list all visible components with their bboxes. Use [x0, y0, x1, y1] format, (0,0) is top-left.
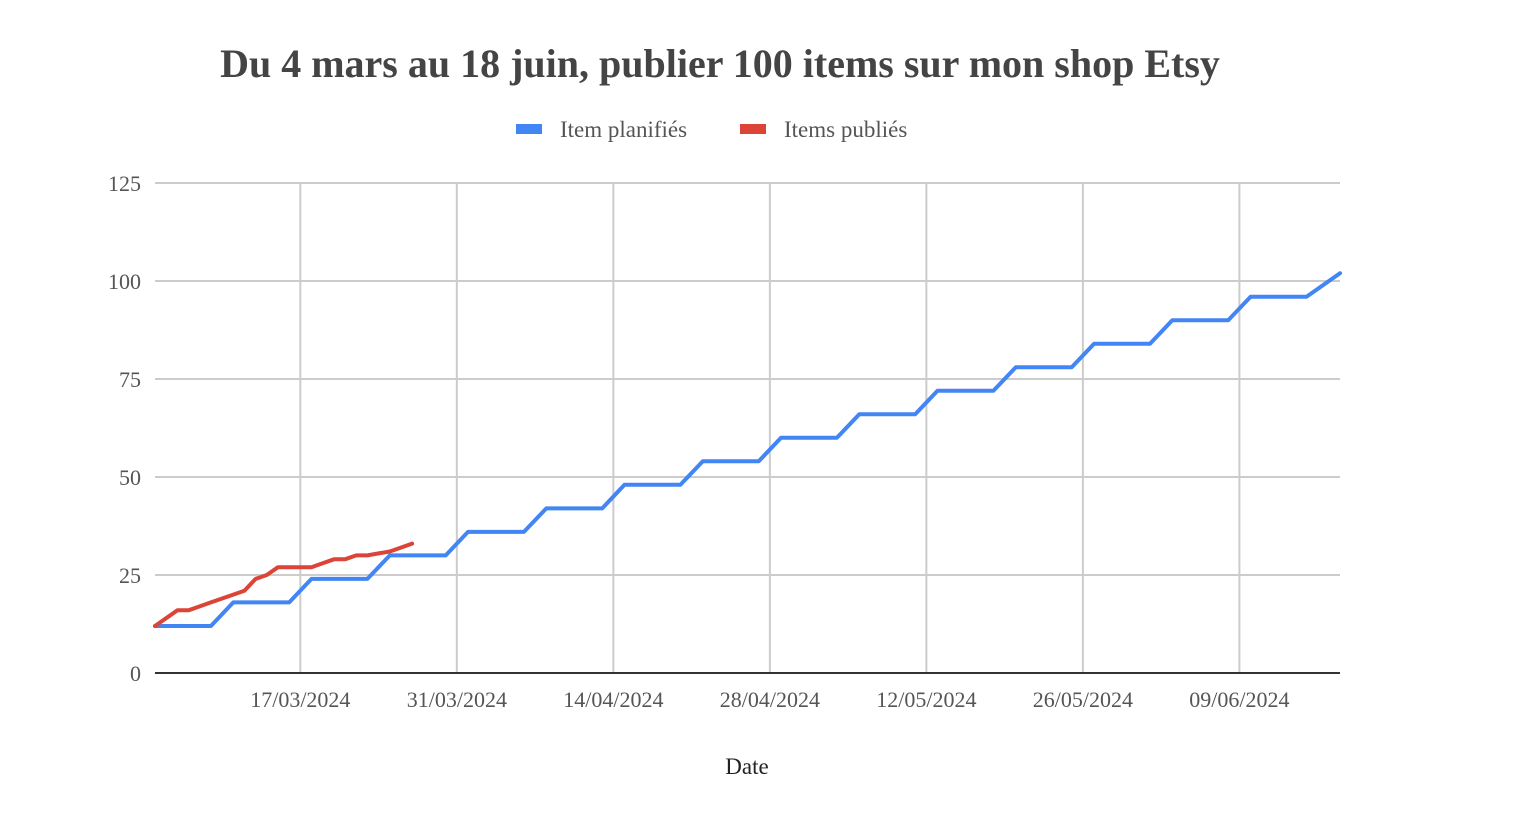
- y-tick-label: 125: [108, 171, 141, 196]
- x-tick-label: 14/04/2024: [563, 687, 663, 712]
- y-tick-label: 0: [130, 661, 141, 686]
- chart-title: Du 4 mars au 18 juin, publier 100 items …: [220, 41, 1220, 86]
- legend-label-items-publies: Items publiés: [784, 117, 907, 142]
- x-tick-label: 09/06/2024: [1189, 687, 1289, 712]
- y-tick-label: 75: [119, 367, 141, 392]
- y-tick-label: 50: [119, 465, 141, 490]
- legend: Item planifiés Items publiés: [516, 117, 907, 142]
- y-tick-label: 25: [119, 563, 141, 588]
- legend-label-item-planifies: Item planifiés: [560, 117, 687, 142]
- x-axis-ticks: 17/03/2024 31/03/2024 14/04/2024 28/04/2024…: [250, 687, 1289, 712]
- x-tick-label: 26/05/2024: [1033, 687, 1133, 712]
- series-line-0: [153, 271, 1342, 628]
- x-tick-label: 31/03/2024: [407, 687, 507, 712]
- series-lines: [153, 271, 1342, 628]
- gridlines: [155, 182, 1340, 674]
- y-axis-ticks: 0 25 50 75 100 125: [108, 171, 141, 686]
- x-tick-label: 28/04/2024: [720, 687, 820, 712]
- y-tick-label: 100: [108, 269, 141, 294]
- legend-swatch-items-publies: [740, 124, 766, 134]
- series-line-1: [153, 541, 415, 628]
- legend-swatch-item-planifies: [516, 124, 542, 134]
- x-tick-label: 12/05/2024: [876, 687, 976, 712]
- x-tick-label: 17/03/2024: [250, 687, 350, 712]
- x-axis-label: Date: [725, 754, 768, 779]
